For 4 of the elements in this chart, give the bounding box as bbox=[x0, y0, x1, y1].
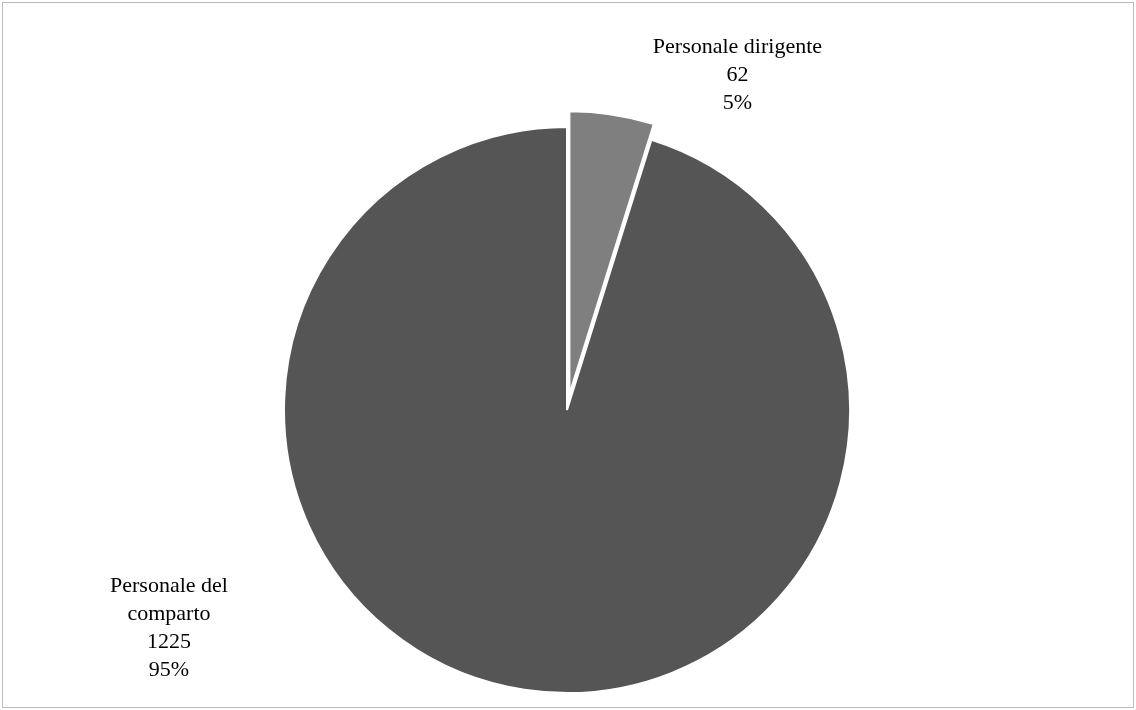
slice-label: Personale dirigente bbox=[652, 32, 823, 58]
slice-label: Personale del comparto bbox=[110, 572, 228, 625]
data-label: 1225 95% bbox=[147, 628, 191, 681]
data-label: 62 5% bbox=[722, 60, 753, 114]
